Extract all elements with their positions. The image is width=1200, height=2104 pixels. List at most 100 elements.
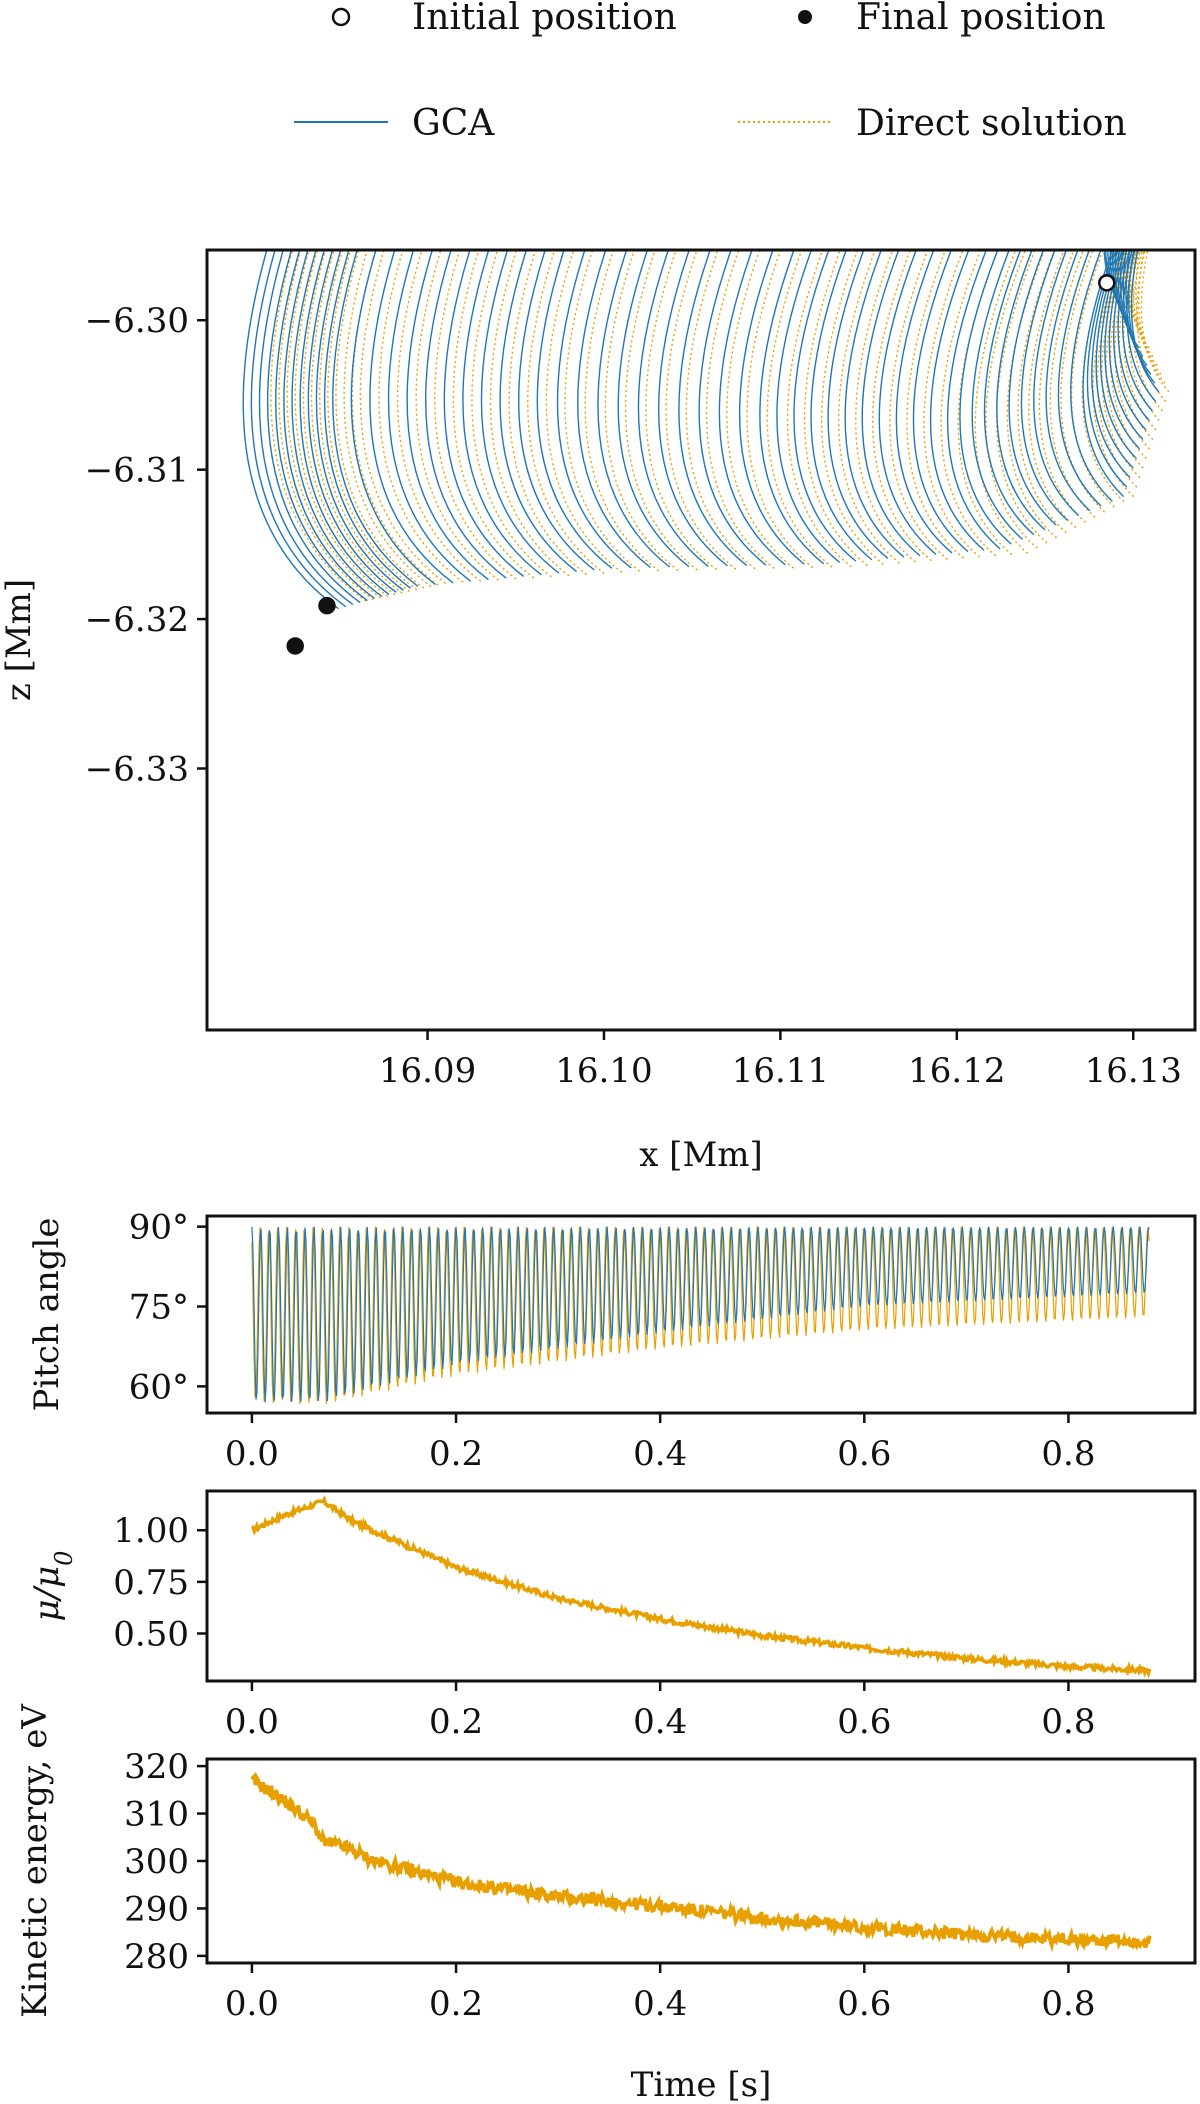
gca-gyration-arc: [959, 250, 1012, 545]
direct-gyration-arc: [685, 250, 756, 570]
gca-gyration-arc: [1130, 250, 1160, 393]
gca-gyration-arc: [929, 250, 985, 551]
final-position-marker: [318, 596, 336, 615]
mu-plot-area: [251, 1495, 1152, 1679]
direct-gyration-arc: [855, 250, 916, 563]
pitch-plot-area: [251, 1225, 1150, 1405]
gca-gyration-arc: [480, 250, 560, 574]
gca-gyration-arc: [1057, 250, 1102, 507]
gca-gyration-arc: [617, 250, 690, 568]
gca-gyration-arc: [637, 250, 709, 567]
legend-final-marker: [798, 10, 812, 24]
direct-gyration-arc: [310, 250, 403, 594]
gca-gyration-arc: [425, 250, 507, 579]
gca-gyration-arc: [1091, 250, 1131, 479]
legend-initial-label: Initial position: [412, 0, 677, 38]
gca-gyration-arc: [406, 250, 489, 581]
direct-gyration-arc: [746, 250, 814, 569]
mu-xtick-label: 0.8: [1041, 1702, 1095, 1742]
legend-direct-label: Direct solution: [856, 103, 1127, 144]
direct-gyration-arc: [1060, 250, 1106, 513]
direct-gyration-arc: [1138, 250, 1166, 384]
direct-gyration-arc: [838, 250, 900, 564]
trajectory-xtick-label: 16.11: [732, 1051, 829, 1091]
direct-gyration-arc: [545, 250, 623, 573]
pitch-ytick-label: 75°: [129, 1288, 189, 1328]
gca-gyration-arc: [861, 250, 921, 557]
pitch-ylabel: Pitch angle: [27, 1217, 67, 1411]
gca-gyration-arc: [793, 250, 857, 562]
gca-gyration-arc: [291, 250, 383, 598]
mu-ylabel-subscript: 0: [50, 1551, 78, 1566]
direct-gyration-arc: [527, 250, 605, 575]
gca-gyration-arc: [1086, 250, 1128, 488]
direct-gyration-arc: [335, 250, 425, 589]
energy-ytick-label: 320: [124, 1747, 189, 1787]
gca-gyration-arc: [971, 250, 1024, 540]
gca-gyration-arc: [1125, 250, 1152, 375]
final-position-marker: [286, 637, 304, 655]
gca-gyration-arc: [827, 250, 889, 559]
energy-ytick-label: 310: [124, 1795, 189, 1835]
direct-gyration-arc: [359, 250, 446, 584]
gca-gyration-arc: [1082, 250, 1125, 498]
direct-gyration-arc: [906, 250, 965, 559]
gca-gyration-arc: [332, 250, 419, 587]
direct-gyration-arc: [1135, 250, 1162, 375]
gca-gyration-arc: [1108, 250, 1144, 441]
direct-gyration-arc: [270, 250, 367, 602]
gca-gyration-arc: [1117, 250, 1150, 422]
energy-xtick-label: 0.4: [633, 1984, 687, 2024]
direct-gyration-arc: [766, 250, 833, 568]
initial-position-marker: [1098, 274, 1116, 292]
gca-gyration-arc: [266, 250, 361, 604]
trajectory-xtick-label: 16.09: [379, 1051, 476, 1091]
gca-gyration-arc: [258, 250, 354, 606]
trajectory-xtick-label: 16.12: [908, 1051, 1005, 1091]
direct-gyration-arc: [489, 250, 570, 577]
gca-gyration-arc: [1121, 250, 1154, 412]
gca-gyration-arc: [759, 250, 825, 565]
gca-gyration-arc: [810, 250, 873, 561]
direct-gyration-arc: [471, 250, 552, 578]
direct-gyration-arc: [889, 250, 949, 561]
direct-gyration-arc: [1127, 250, 1150, 349]
gca-gyration-arc: [577, 250, 651, 569]
gca-gyration-arc: [878, 250, 937, 555]
direct-gyration-arc: [820, 250, 884, 565]
direct-gyration-arc: [415, 250, 499, 581]
pitch-gca-line: [251, 1225, 1150, 1403]
mu-ytick-label: 0.50: [113, 1615, 189, 1655]
pitch-angle-panel: 0.0 0.2 0.4 0.6 0.8 60° 75° 90° Pitch angle: [27, 1208, 1197, 1474]
trajectory-ytick-label: −6.31: [85, 451, 189, 491]
gca-gyration-arc: [996, 250, 1046, 531]
trajectory-panel: 16.09 16.10 16.11 16.12 16.13 −6.33 −6.32 −6.31…: [0, 248, 1197, 1175]
magnetic-moment-panel: 0.0 0.2 0.4 0.6 0.8 0.50 0.75 1.00 μ/μ0: [27, 1489, 1197, 1742]
gca-gyration-arc: [718, 250, 786, 566]
gca-gyration-arc: [283, 250, 376, 600]
direct-gyration-arc: [286, 250, 381, 599]
direct-gyration-arc: [1101, 250, 1141, 479]
gca-gyration-arc: [462, 250, 542, 576]
gca-gyration-arc: [556, 250, 632, 569]
direct-gyration-arc: [396, 250, 482, 582]
trajectory-xtick-label: 16.13: [1085, 1051, 1182, 1091]
mu-ytick-label: 1.00: [113, 1511, 189, 1551]
gca-gyration-arc: [658, 250, 728, 567]
pitch-direct-line: [251, 1226, 1150, 1405]
mu-frame: [205, 1489, 1197, 1683]
pitch-ytick-label: 90°: [129, 1208, 189, 1248]
gca-gyration-arc: [307, 250, 397, 593]
direct-gyration-arc: [1136, 250, 1167, 402]
gca-gyration-arc: [1033, 250, 1080, 517]
direct-gyration-arc: [940, 250, 997, 557]
pitch-xtick-label: 0.4: [633, 1434, 687, 1474]
gca-gyration-arc: [250, 250, 347, 608]
gca-gyration-arc: [387, 250, 472, 582]
mu-xtick-label: 0.0: [225, 1702, 279, 1742]
legend-gca-label: GCA: [412, 103, 495, 144]
direct-gyration-arc: [1140, 250, 1170, 393]
pitch-xtick-label: 0.0: [225, 1434, 279, 1474]
gca-gyration-arc: [678, 250, 748, 567]
